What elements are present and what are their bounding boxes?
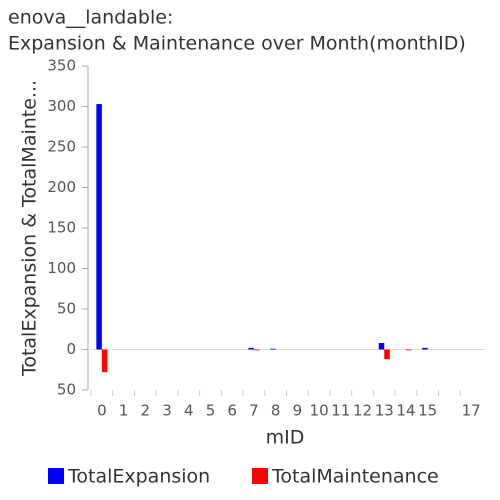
legend-swatch (252, 468, 268, 484)
x-tick-label: 4 (184, 402, 194, 420)
x-tick-label: 0 (97, 402, 107, 420)
bar (96, 104, 102, 350)
legend-label: TotalMaintenance (271, 466, 439, 488)
bar (378, 343, 385, 350)
x-tick-label: 6 (227, 402, 237, 420)
bar (101, 349, 108, 373)
x-tick-label: 13 (375, 402, 394, 420)
bar (248, 347, 254, 350)
y-tick-label: 50 (57, 300, 76, 318)
x-tick-label: 2 (141, 402, 151, 420)
x-axis-label: mID (266, 427, 305, 449)
x-tick-label: 14 (396, 402, 415, 420)
y-tick-label: 300 (47, 97, 76, 115)
y-tick-label: 250 (47, 138, 76, 156)
y-axis-label: TotalExpansion & TotalMainte... (19, 80, 41, 377)
y-tick-label: 50 (57, 381, 76, 399)
legend-swatch (48, 468, 64, 484)
x-tick-label: 12 (353, 402, 372, 420)
x-tick-label: 8 (271, 402, 281, 420)
x-tick-label: 1 (119, 402, 129, 420)
x-tick-label: 9 (293, 402, 303, 420)
bar (422, 347, 428, 350)
bar (384, 349, 390, 360)
y-tick-label: 100 (47, 259, 76, 277)
bar (253, 349, 260, 351)
chart-title: enova__landable: (8, 7, 173, 29)
bar (405, 349, 412, 351)
x-tick-label: 5 (206, 402, 216, 420)
y-tick-label: 350 (47, 57, 76, 75)
x-tick-label: 3 (162, 402, 172, 420)
chart-subtitle: Expansion & Maintenance over Month(month… (8, 33, 466, 55)
x-tick-label: 10 (310, 402, 329, 420)
y-tick-label: 150 (47, 219, 76, 237)
x-tick-label: 15 (418, 402, 437, 420)
x-tick-label: 7 (249, 402, 259, 420)
y-tick-label: 200 (47, 178, 76, 196)
y-tick-label: 0 (66, 340, 76, 358)
x-tick-label: 17 (462, 402, 481, 420)
legend-label: TotalExpansion (67, 466, 210, 488)
bar (270, 348, 276, 350)
x-tick-label: 11 (331, 402, 350, 420)
